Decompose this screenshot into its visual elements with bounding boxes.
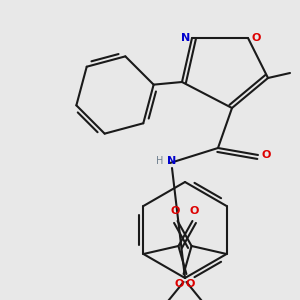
Text: H: H	[156, 156, 164, 166]
Text: O: O	[251, 33, 261, 43]
Text: O: O	[175, 279, 184, 289]
Text: N: N	[182, 33, 190, 43]
Text: O: O	[190, 206, 199, 216]
Text: O: O	[261, 150, 271, 160]
Text: N: N	[167, 156, 177, 166]
Text: O: O	[171, 206, 180, 216]
Text: O: O	[186, 279, 195, 289]
